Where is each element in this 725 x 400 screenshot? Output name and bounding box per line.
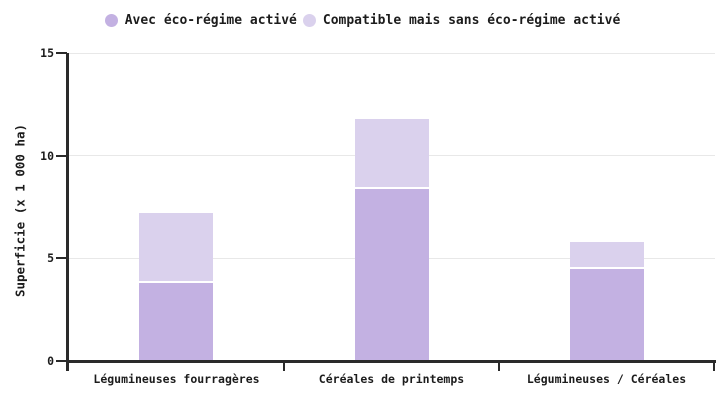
- y-tick-10: [56, 154, 67, 157]
- chart-legend: Avec éco-régime activé Compatible mais s…: [0, 11, 725, 29]
- y-tick-5: [56, 257, 67, 259]
- bar-segment-activated-0: [139, 282, 213, 361]
- x-category-label-cereales-de-printemps: Céréales de printemps: [318, 372, 465, 386]
- legend-item-activated: Avec éco-régime activé: [104, 12, 297, 28]
- y-tick-label-5: 5: [47, 251, 54, 265]
- gridline-15: [68, 53, 715, 54]
- y-tick-0: [56, 360, 67, 362]
- bar-segment-activated-2: [569, 268, 644, 361]
- legend-label-compatible: Compatible mais sans éco-régime activé: [322, 12, 621, 28]
- y-tick-label-15: 15: [40, 46, 54, 60]
- y-tick-label-0: 0: [47, 354, 54, 368]
- bar-segment-compatible-1: [354, 118, 429, 189]
- x-category-label-legumineuses-fourrageres: Légumineuses fourragères: [93, 372, 260, 386]
- x-tick-separator-2: [498, 362, 500, 371]
- x-axis-line: [66, 360, 716, 363]
- bar-segment-compatible-2: [569, 241, 644, 269]
- legend-item-compatible: Compatible mais sans éco-régime activé: [302, 12, 621, 28]
- legend-dot-compatible-icon: [302, 13, 316, 27]
- y-axis-title: Superficie (x 1 000 ha): [12, 123, 28, 298]
- y-tick-label-10: 10: [40, 148, 54, 163]
- legend-dot-activated-icon: [104, 13, 118, 27]
- x-tick-separator-1: [283, 362, 285, 371]
- x-category-label-legumineuses-cereales: Légumineuses / Céréales: [526, 372, 687, 386]
- bar-segment-compatible-0: [139, 213, 213, 283]
- x-tick-right-end: [713, 362, 715, 371]
- y-axis-line: [66, 53, 69, 371]
- bar-segment-activated-1: [354, 188, 429, 361]
- legend-label-activated: Avec éco-régime activé: [124, 12, 297, 28]
- y-tick-15: [56, 52, 67, 54]
